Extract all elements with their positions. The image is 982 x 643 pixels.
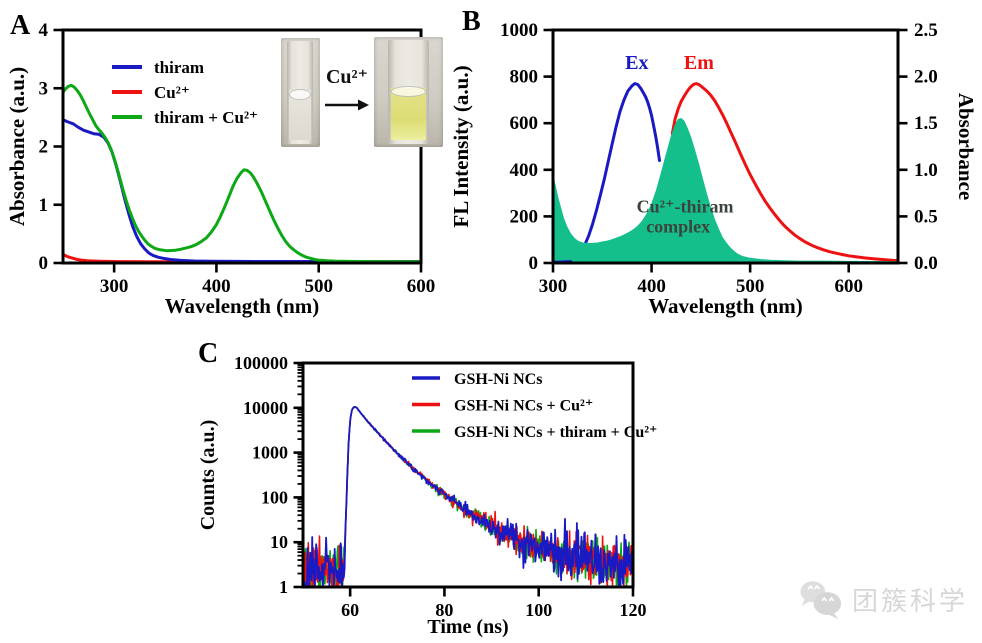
tick-label: 1000	[252, 443, 288, 463]
excitation-emission-chart: 300 400 500 600 0 200 400 600 800 1000 0.0 0.5 1.0 1.…	[450, 20, 978, 318]
watermark-text: 团簇科学	[852, 586, 969, 616]
legend-label: GSH-Ni NCs	[454, 371, 542, 388]
tick-label: 3	[39, 78, 49, 99]
emission-spectrum-line	[670, 82, 900, 263]
legend-label: thiram	[154, 58, 204, 77]
tick-label: 1.5	[914, 113, 938, 134]
tick-label: 0.5	[914, 206, 938, 227]
complex-absorbance-fill-area	[552, 118, 899, 264]
tick-label: 600	[510, 113, 539, 134]
y-axis-title: FL Intensity (a.u.)	[450, 65, 473, 227]
panel-a: A 300 400 500 600 0 1 2 3 4 Wavelength (nm) Absorb…	[8, 4, 448, 332]
tick-label: 10000	[243, 398, 288, 418]
watermark: 团簇科学	[797, 578, 968, 620]
tick-label: 60	[341, 600, 359, 620]
plot-frame	[301, 361, 635, 589]
panel-c: C 60 80 100 120 1 10 100 1000 10000 100000 Time (n…	[190, 336, 725, 642]
annotation: Cu²⁺-thiram	[637, 197, 734, 217]
y2-axis-title: Absorbance	[954, 93, 978, 200]
tick-label: 2.5	[914, 20, 938, 41]
annotation: Ex	[625, 52, 648, 74]
panel-label-c: C	[198, 338, 219, 369]
wechat-icon	[800, 581, 842, 620]
panel-label-a: A	[10, 10, 31, 41]
tick-label: 500	[736, 276, 765, 297]
panel-b: B 300 400 500 600 0 200 400 600 800 1000 0.0 0.5 1.0…	[450, 4, 982, 332]
plot-frame	[61, 28, 423, 265]
thiram-absorbance-line	[61, 118, 423, 264]
tick-label: 100	[261, 487, 288, 507]
tick-label: 4	[39, 20, 49, 41]
tick-label: 2.0	[914, 67, 938, 88]
tick-label: 200	[510, 206, 539, 227]
legend-label: GSH-Ni NCs + Cu²⁺	[454, 398, 593, 415]
tick-label: 100000	[234, 353, 288, 373]
panel-label-b: B	[462, 6, 481, 37]
tick-label: 0	[529, 253, 539, 274]
y-axis-title: Counts (a.u.)	[197, 420, 219, 531]
tick-label: 400	[637, 276, 666, 297]
absorbance-chart: 300 400 500 600 0 1 2 3 4 Wavelength (nm) Absorban…	[8, 20, 436, 318]
thiram-cu2-absorbance-line	[61, 83, 423, 264]
tick-label: 0	[39, 253, 49, 274]
tick-label: 100	[525, 600, 552, 620]
annotation: complex	[646, 217, 710, 237]
tick-label: 1.0	[914, 160, 938, 181]
tick-label: 800	[510, 67, 539, 88]
plot-frame	[551, 28, 900, 265]
annotation: Em	[684, 52, 714, 74]
legend-label: Cu²⁺	[154, 83, 190, 102]
x-axis-title: Wavelength (nm)	[648, 294, 803, 318]
tick-label: 2	[39, 137, 49, 158]
x-axis-title: Wavelength (nm)	[165, 294, 320, 318]
excitation-spectrum-line	[584, 82, 661, 245]
tick-label: 1000	[500, 20, 538, 41]
y-axis-title: Absorbance (a.u.)	[8, 67, 29, 226]
x-axis-title: Time (ns)	[427, 616, 508, 638]
tick-label: 0.0	[914, 253, 938, 274]
tick-label: 600	[834, 276, 863, 297]
tick-label: 600	[407, 276, 436, 297]
tick-label: 500	[304, 276, 333, 297]
legend-label: GSH-Ni NCs + thiram + Cu²⁺	[454, 424, 657, 441]
gsh-ni-ncs-line	[302, 406, 634, 588]
tick-label: 120	[620, 600, 647, 620]
tick-label: 80	[435, 600, 453, 620]
tick-label: 400	[510, 160, 539, 181]
tick-label: 300	[100, 276, 129, 297]
tick-label: 400	[202, 276, 231, 297]
legend-label: thiram + Cu²⁺	[154, 108, 258, 127]
tick-label: 10	[270, 532, 288, 552]
tick-label: 300	[539, 276, 568, 297]
tick-label: 1	[279, 577, 288, 597]
tick-label: 1	[39, 195, 49, 216]
